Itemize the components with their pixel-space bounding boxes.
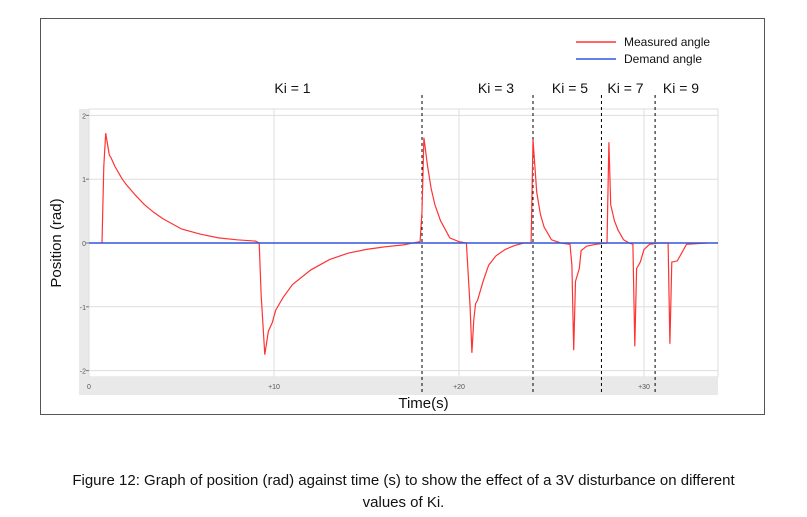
ki-label-0: Ki = 1: [274, 80, 310, 96]
y-axis-title: Position (rad): [48, 198, 65, 287]
x-tick-label-3: +30: [638, 384, 650, 391]
y-tick-label-1: -1: [80, 305, 86, 312]
ki-label-4: Ki = 9: [663, 80, 699, 96]
ki-label-3: Ki = 7: [607, 80, 643, 96]
y-tick-label-0: -2: [80, 369, 86, 376]
x-axis-title: Time(s): [398, 395, 448, 412]
caption-line-2: values of Ki.: [362, 494, 445, 511]
legend-label-1: Demand angle: [624, 52, 702, 66]
x-tick-label-1: +10: [268, 384, 280, 391]
chart-svg: -2 -1 0 1 2 0 +10 +20 +30 Ki = 1 Ki = 3 Ki = 5 Ki = …: [48, 35, 719, 412]
y-axis-strip: [79, 109, 89, 395]
ki-label-1: Ki = 3: [478, 80, 514, 96]
y-tick-label-3: 1: [82, 177, 86, 184]
ki-label-2: Ki = 5: [552, 80, 588, 96]
x-tick-label-2: +20: [453, 384, 465, 391]
legend-label-0: Measured angle: [624, 35, 710, 49]
chart-frame: -2 -1 0 1 2 0 +10 +20 +30 Ki = 1 Ki = 3 Ki = 5 Ki = …: [40, 18, 765, 415]
caption-line-1: Figure 12: Graph of position (rad) again…: [72, 472, 735, 489]
y-tick-label-4: 2: [82, 113, 86, 120]
y-tick-label-2: 0: [82, 241, 86, 248]
x-axis-strip: [79, 377, 718, 395]
figure-caption: Figure 12: Graph of position (rad) again…: [0, 470, 807, 514]
x-tick-label-0: 0: [87, 384, 91, 391]
series-line-0: [101, 133, 707, 355]
